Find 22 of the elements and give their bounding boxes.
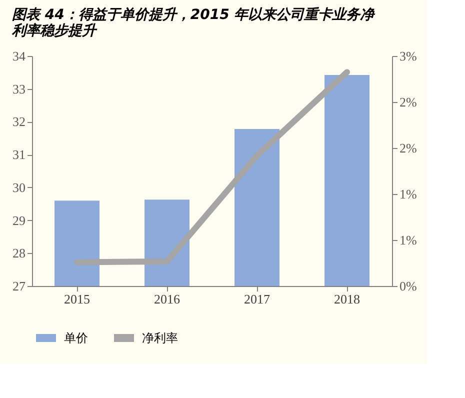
y-tick-label: 27 bbox=[12, 278, 26, 294]
y2-tick-label: 1% bbox=[400, 186, 417, 202]
y2-tick-label: 2% bbox=[400, 140, 417, 156]
x-tick-label: 2017 bbox=[244, 292, 270, 306]
y2-tick-label: 0% bbox=[400, 278, 417, 294]
y2-tick-label: 1% bbox=[400, 232, 417, 248]
text: 利率稳步提升 bbox=[12, 23, 96, 39]
legend-label: 净利率 bbox=[142, 331, 178, 345]
y-tick-label: 31 bbox=[12, 147, 26, 162]
y-tick-label: 33 bbox=[12, 81, 26, 96]
x-tick-label: 2018 bbox=[334, 292, 360, 306]
y-tick-label: 34 bbox=[12, 48, 26, 64]
text: 图表 44：得益于单价提升，2015 年以来公司重卡业务净 bbox=[12, 7, 374, 23]
y2-tick-label: 3% bbox=[400, 48, 417, 64]
y-tick-label: 32 bbox=[12, 114, 26, 130]
y2-tick-label: 2% bbox=[400, 94, 417, 110]
x-tick-label: 2015 bbox=[64, 292, 90, 306]
y-tick-label: 28 bbox=[12, 246, 26, 261]
y-tick-label: 29 bbox=[12, 212, 26, 228]
legend-label: 单价 bbox=[64, 331, 88, 345]
y-tick-label: 30 bbox=[12, 180, 26, 195]
x-tick-label: 2016 bbox=[154, 292, 180, 306]
